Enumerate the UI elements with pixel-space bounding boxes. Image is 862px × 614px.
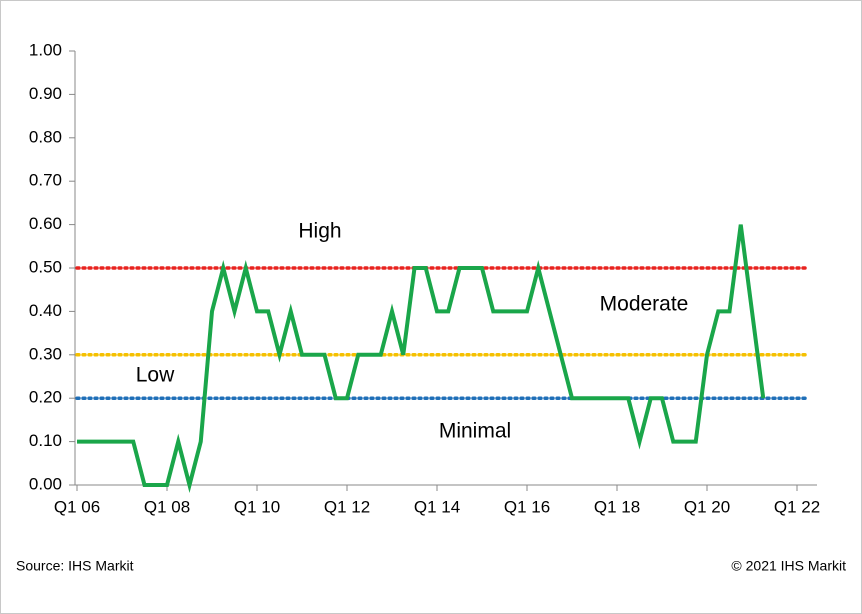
y-tick-label: 0.40 <box>29 301 62 320</box>
y-tick-label: 0.50 <box>29 257 62 276</box>
annotation: High <box>298 220 341 243</box>
x-tick-label: Q1 14 <box>414 497 460 516</box>
x-tick-label: Q1 16 <box>504 497 550 516</box>
y-tick-label: 0.80 <box>29 127 62 146</box>
x-tick-label: Q1 18 <box>594 497 640 516</box>
y-tick-label: 0.00 <box>29 474 62 493</box>
x-tick-label: Q1 20 <box>684 497 730 516</box>
annotation: Minimal <box>439 420 511 443</box>
y-tick-label: 0.10 <box>29 431 62 450</box>
y-tick-label: 1.00 <box>29 40 62 59</box>
x-tick-label: Q1 08 <box>144 497 190 516</box>
y-tick-label: 0.60 <box>29 214 62 233</box>
x-tick-label: Q1 22 <box>774 497 820 516</box>
y-tick-label: 0.30 <box>29 344 62 363</box>
y-tick-label: 0.70 <box>29 171 62 190</box>
source: Source: IHS Markit <box>16 558 134 574</box>
annotation: Low <box>136 364 175 387</box>
annotation: Moderate <box>600 293 689 316</box>
copyright: © 2021 IHS Markit <box>731 558 846 574</box>
y-tick-label: 0.20 <box>29 388 62 407</box>
data-line <box>77 224 766 493</box>
x-tick-label: Q1 06 <box>54 497 100 516</box>
x-tick-label: Q1 10 <box>234 497 280 516</box>
x-tick-label: Q1 12 <box>324 497 370 516</box>
y-tick-label: 0.90 <box>29 84 62 103</box>
